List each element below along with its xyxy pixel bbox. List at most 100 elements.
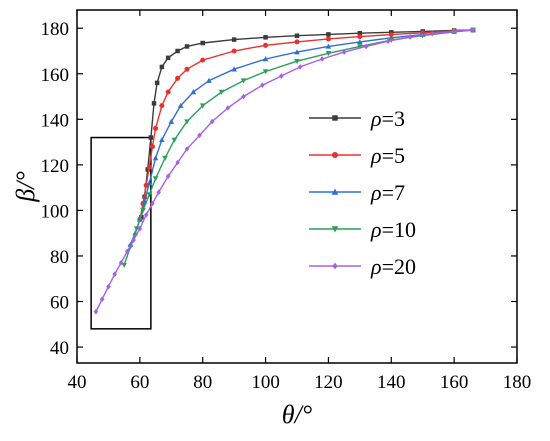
- legend-marker: [332, 115, 338, 121]
- data-point: [218, 89, 225, 95]
- x-tick-label: 100: [251, 372, 280, 393]
- y-tick-label: 120: [41, 156, 70, 177]
- data-point: [470, 27, 476, 33]
- data-point: [153, 125, 159, 131]
- data-point: [165, 89, 171, 95]
- data-point: [175, 75, 181, 81]
- data-point: [165, 55, 171, 61]
- series-line: [123, 29, 474, 266]
- data-point: [131, 237, 136, 243]
- data-point: [146, 164, 152, 170]
- data-point: [93, 308, 99, 315]
- y-tick-label: 80: [50, 247, 69, 268]
- x-axis-label: θ/°: [282, 400, 312, 429]
- data-point: [165, 173, 171, 180]
- data-point: [156, 189, 161, 195]
- data-point: [148, 135, 154, 140]
- data-point: [106, 283, 111, 290]
- data-point: [429, 30, 435, 37]
- data-point: [231, 37, 237, 42]
- data-point: [199, 103, 206, 109]
- data-point: [146, 180, 153, 186]
- data-point: [225, 105, 231, 111]
- data-point: [137, 225, 143, 232]
- data-point: [262, 69, 269, 75]
- data-point: [319, 56, 325, 62]
- series-1: [139, 27, 476, 220]
- y-tick-label: 40: [50, 338, 69, 359]
- legend-label: ρ=7: [370, 180, 405, 205]
- y-axis-label: β/°: [11, 171, 40, 203]
- legend-label: ρ=5: [370, 143, 405, 168]
- y-tick-label: 60: [50, 293, 69, 314]
- series-line: [139, 29, 474, 220]
- data-point: [263, 35, 268, 40]
- x-tick-label: 80: [193, 372, 212, 393]
- data-point: [231, 66, 237, 72]
- data-point: [326, 32, 331, 37]
- data-point: [121, 262, 127, 268]
- data-point: [231, 48, 237, 54]
- data-point: [209, 118, 215, 125]
- data-point: [139, 215, 144, 220]
- data-point: [152, 176, 159, 182]
- data-point: [184, 66, 190, 72]
- data-point: [279, 73, 284, 79]
- series-line: [129, 29, 474, 245]
- data-point: [154, 80, 160, 86]
- data-point: [357, 39, 363, 45]
- legend-label: ρ=3: [370, 106, 405, 131]
- axis-ticks: 40 60 80 100 120 140 160 180 40 60 80 100 120 140 160 1…: [41, 10, 531, 393]
- data-point: [388, 32, 394, 38]
- data-point: [140, 208, 146, 214]
- legend-label: ρ=20: [370, 254, 416, 279]
- x-tick-label: 60: [130, 372, 149, 393]
- data-point: [200, 57, 206, 63]
- data-point: [357, 30, 363, 36]
- data-point: [294, 39, 300, 45]
- data-point: [133, 226, 140, 232]
- legend-marker: [331, 188, 339, 195]
- data-point: [357, 44, 363, 50]
- data-point: [294, 59, 300, 65]
- x-tick-label: 120: [314, 372, 343, 393]
- data-point: [171, 137, 178, 143]
- x-tick-label: 40: [68, 372, 87, 393]
- series-5: [93, 27, 476, 315]
- y-tick-label: 140: [41, 110, 70, 131]
- series-group: [93, 27, 476, 315]
- legend-item-3: ρ=7: [309, 180, 405, 205]
- data-point: [150, 200, 155, 207]
- data-point: [260, 82, 265, 88]
- legend-marker: [331, 151, 339, 159]
- data-point: [263, 42, 269, 48]
- data-point: [162, 155, 168, 161]
- legend-marker: [331, 226, 339, 233]
- data-point: [341, 49, 347, 55]
- y-tick-label: 100: [41, 201, 70, 222]
- x-tick-label: 160: [440, 372, 469, 393]
- data-point: [262, 56, 269, 62]
- data-point: [151, 101, 157, 106]
- legend-item-1: ρ=3: [309, 106, 405, 131]
- legend: ρ=3 ρ=5 ρ=7 ρ=10 ρ=20: [309, 106, 416, 279]
- data-point: [206, 77, 212, 83]
- legend-item-5: ρ=20: [309, 254, 416, 279]
- data-point: [159, 137, 165, 143]
- legend-label: ρ=10: [370, 217, 416, 242]
- legend-item-2: ρ=5: [309, 143, 405, 168]
- data-point: [294, 49, 300, 55]
- data-point: [357, 34, 363, 40]
- data-point: [159, 64, 165, 70]
- plot-frame: [76, 9, 518, 364]
- x-tick-label: 140: [377, 372, 406, 393]
- data-point: [325, 51, 332, 57]
- data-point: [168, 118, 175, 124]
- series-4: [121, 27, 476, 268]
- data-point: [294, 33, 300, 38]
- data-point: [99, 296, 105, 303]
- data-point: [197, 132, 202, 139]
- data-point: [407, 34, 413, 40]
- data-point: [159, 103, 165, 109]
